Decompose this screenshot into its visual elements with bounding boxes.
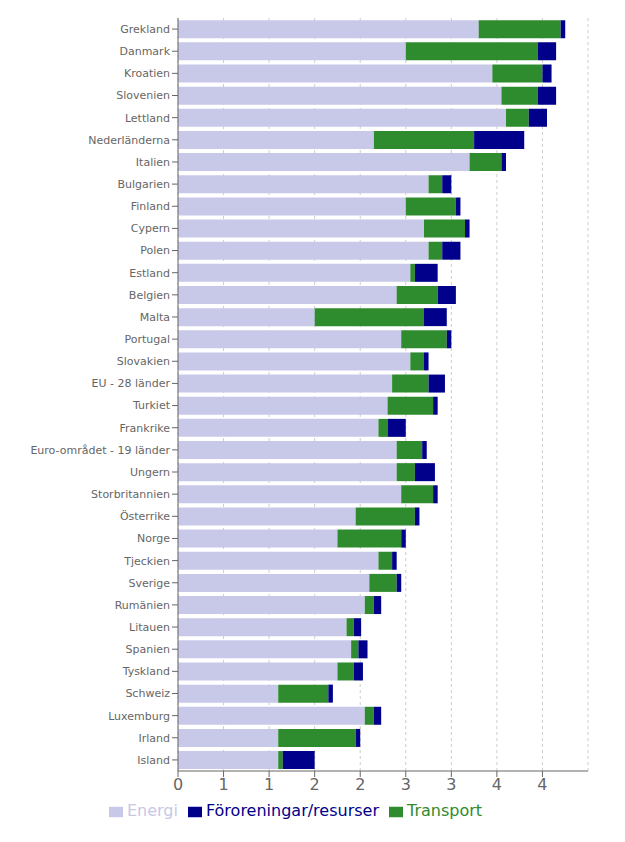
- svg-text:Irland: Irland: [138, 732, 170, 745]
- svg-text:Cypern: Cypern: [131, 222, 170, 235]
- svg-text:Norge: Norge: [137, 532, 170, 545]
- svg-text:Finland: Finland: [131, 200, 170, 213]
- svg-text:Spanien: Spanien: [126, 643, 171, 656]
- svg-text:Österrike: Österrike: [120, 510, 170, 523]
- svg-text:Rumänien: Rumänien: [115, 599, 170, 612]
- svg-text:Grekland: Grekland: [120, 23, 170, 36]
- svg-text:Estland: Estland: [129, 267, 170, 280]
- svg-text:0: 0: [173, 775, 183, 794]
- svg-text:3: 3: [446, 775, 456, 794]
- svg-text:Italien: Italien: [136, 156, 170, 169]
- svg-text:Schweiz: Schweiz: [125, 687, 170, 700]
- svg-text:Lettland: Lettland: [125, 112, 170, 125]
- svg-text:Slovenien: Slovenien: [116, 89, 170, 102]
- svg-text:Storbritannien: Storbritannien: [91, 488, 170, 501]
- svg-text:Nederländerna: Nederländerna: [88, 134, 170, 147]
- html-text:Föroreningar/resurser: Föroreningar/resurser: [205, 801, 379, 820]
- svg-text:Tyskland: Tyskland: [122, 665, 170, 678]
- svg-text:Island: Island: [137, 754, 170, 767]
- svg-text:2: 2: [310, 775, 320, 794]
- svg-text:Euro-området - 19 länder: Euro-området - 19 länder: [30, 444, 170, 457]
- html-text:Energi: Energi: [126, 801, 178, 820]
- svg-text:Bulgarien: Bulgarien: [117, 178, 170, 191]
- svg-text:Sverige: Sverige: [128, 577, 170, 590]
- svg-text:3: 3: [401, 775, 411, 794]
- svg-text:Turkiet: Turkiet: [132, 399, 171, 412]
- svg-text:Litauen: Litauen: [129, 621, 170, 634]
- svg-text:Frankrike: Frankrike: [120, 422, 171, 435]
- svg-text:Kroatien: Kroatien: [124, 67, 170, 80]
- html-text:Transport: Transport: [407, 801, 483, 820]
- svg-text:Tjeckien: Tjeckien: [123, 555, 170, 568]
- svg-text:Belgien: Belgien: [129, 289, 170, 302]
- svg-text:Malta: Malta: [140, 311, 170, 324]
- svg-text:Polen: Polen: [140, 244, 170, 257]
- svg-text:2: 2: [355, 775, 365, 794]
- svg-text:4: 4: [537, 775, 547, 794]
- svg-text:Slovakien: Slovakien: [117, 355, 170, 368]
- svg-text:EU - 28 länder: EU - 28 länder: [92, 377, 171, 390]
- svg-text:Luxemburg: Luxemburg: [108, 710, 170, 723]
- svg-text:4: 4: [492, 775, 502, 794]
- svg-text:Ungern: Ungern: [130, 466, 170, 479]
- svg-text:Portugal: Portugal: [124, 333, 170, 346]
- svg-text:1: 1: [218, 775, 228, 794]
- svg-text:1: 1: [264, 775, 274, 794]
- svg-text:Danmark: Danmark: [119, 45, 170, 58]
